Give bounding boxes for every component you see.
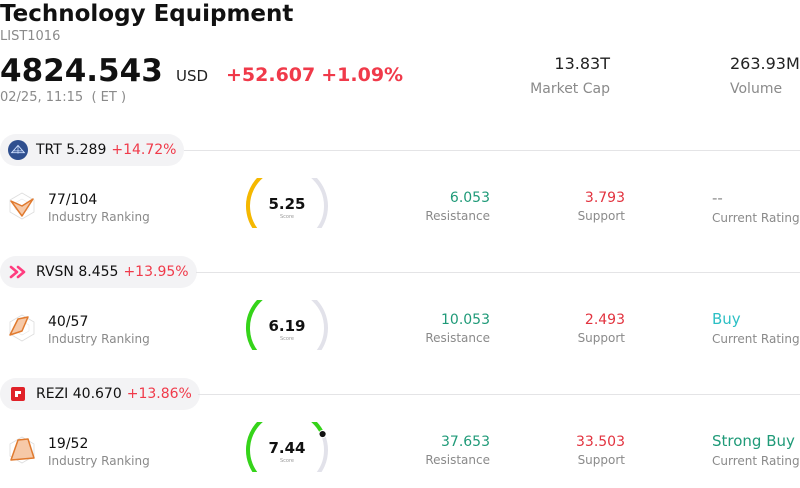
change-absolute: +52.607 (226, 64, 316, 86)
stock-price: 40.670 (72, 386, 122, 402)
support-value: 3.793 (584, 190, 625, 206)
radar-chart-icon (9, 192, 35, 220)
radar-chart-icon (9, 314, 35, 342)
current-rating: -- Current Rating (712, 188, 800, 225)
divider (184, 150, 800, 151)
divider (196, 272, 800, 273)
support-label: Support (577, 331, 625, 345)
industry-ranking: 40/57 Industry Ranking (48, 313, 150, 346)
rating-label: Current Rating (712, 211, 800, 225)
volume-stat: 263.93M Volume (730, 54, 800, 97)
market-cap-stat: 13.83T Market Cap (530, 54, 610, 97)
ranking-label: Industry Ranking (48, 210, 150, 224)
score-value: 5.25 (268, 195, 306, 213)
current-rating: Strong Buy Current Rating (712, 431, 800, 468)
score-value: 7.44 (268, 439, 306, 457)
stock-pill-rvsn[interactable]: RVSN 8.455 +13.95% (0, 256, 197, 288)
support-label: Support (577, 209, 625, 223)
ranking-value: 77/104 (48, 192, 98, 208)
support: 33.503 Support (576, 433, 625, 467)
resistance-label: Resistance (425, 209, 490, 223)
divider (198, 394, 800, 395)
market-cap-label: Market Cap (530, 81, 610, 97)
score-gauge: 7.44 Score (244, 409, 330, 480)
resistance-value: 37.653 (441, 434, 490, 450)
stock-pill-rezi[interactable]: REZI 40.670 +13.86% (0, 378, 200, 410)
stock-price: 5.289 (66, 142, 107, 158)
support-value: 2.493 (584, 312, 625, 328)
gauge-marker (318, 429, 327, 439)
currency-label: USD (176, 67, 209, 85)
trt-logo-icon (8, 140, 28, 160)
support-label: Support (577, 453, 625, 467)
score-label: Score (279, 214, 294, 220)
rating-value: -- (712, 189, 723, 207)
resistance-label: Resistance (425, 453, 490, 467)
score-value: 6.19 (268, 317, 306, 335)
rezi-logo-icon (8, 384, 28, 404)
ranking-value: 19/52 (48, 436, 89, 452)
resistance-value: 6.053 (449, 190, 490, 206)
ranking-label: Industry Ranking (48, 454, 150, 468)
support: 3.793 Support (578, 189, 625, 223)
volume-value: 263.93M (730, 54, 800, 73)
score-gauge: 5.25 Score (244, 163, 330, 236)
stock-change: +14.72% (111, 142, 177, 158)
rating-value: Strong Buy (712, 432, 795, 450)
resistance-value: 10.053 (441, 312, 490, 328)
stock-price: 8.455 (78, 264, 119, 280)
industry-ranking: 77/104 Industry Ranking (48, 191, 150, 224)
rating-label: Current Rating (712, 332, 800, 346)
stock-change: +13.86% (126, 386, 192, 402)
stock-pill-trt[interactable]: TRT 5.289 +14.72% (0, 134, 185, 166)
resistance-label: Resistance (425, 331, 490, 345)
stock-ticker: RVSN (36, 264, 74, 280)
current-rating: Buy Current Rating (712, 309, 800, 346)
score-gauge: 6.19 Score (244, 287, 330, 358)
score-label: Score (279, 336, 294, 342)
stock-ticker: TRT (36, 142, 62, 158)
industry-ranking: 19/52 Industry Ranking (48, 435, 150, 468)
support-value: 33.503 (576, 434, 625, 450)
resistance: 10.053 Resistance (425, 311, 490, 345)
page-title: Technology Equipment (0, 1, 294, 27)
index-price: 4824.543 (0, 53, 163, 89)
ranking-value: 40/57 (48, 314, 89, 330)
score-label: Score (279, 458, 294, 464)
resistance: 37.653 Resistance (425, 433, 490, 467)
market-cap-value: 13.83T (554, 54, 610, 73)
rvsn-logo-icon (8, 262, 28, 282)
stock-ticker: REZI (36, 386, 69, 402)
index-change: +52.607 +1.09% (226, 64, 409, 86)
list-code: LIST1016 (0, 29, 61, 44)
resistance: 6.053 Resistance (425, 189, 490, 223)
volume-label: Volume (730, 81, 783, 97)
support: 2.493 Support (578, 311, 625, 345)
stock-change: +13.95% (123, 264, 189, 280)
change-percent: +1.09% (321, 64, 404, 86)
ranking-label: Industry Ranking (48, 332, 150, 346)
rating-value: Buy (712, 310, 741, 328)
rating-label: Current Rating (712, 454, 800, 468)
radar-chart-icon (9, 436, 35, 464)
timestamp: 02/25, 11:15 ( ET ) (0, 90, 127, 105)
